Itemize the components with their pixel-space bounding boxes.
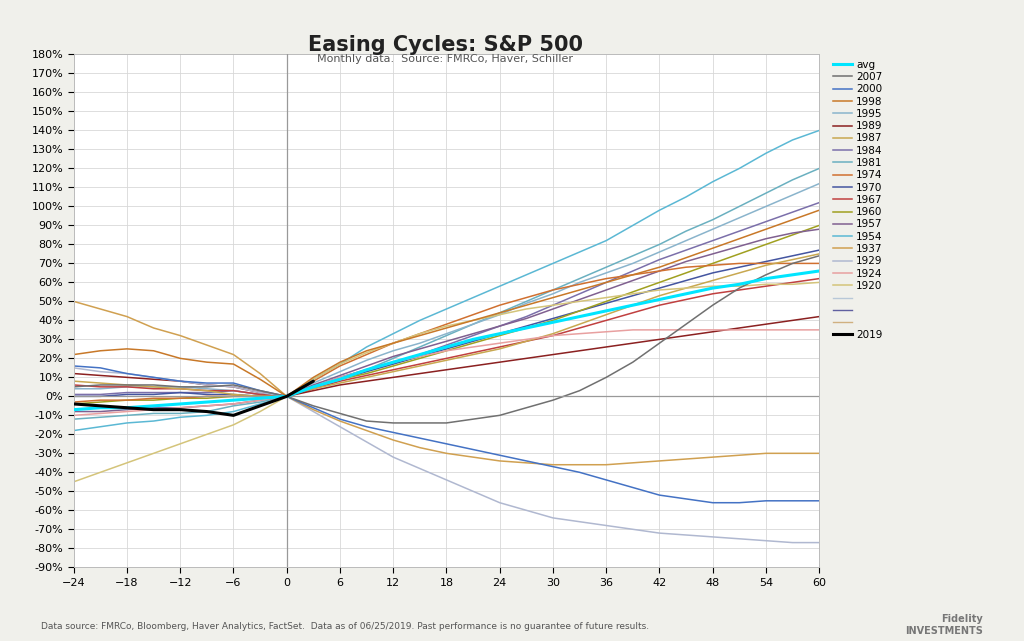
Legend: avg, 2007, 2000, 1998, 1995, 1989, 1987, 1984, 1981, 1974, 1970, 1967, 1960, 195: avg, 2007, 2000, 1998, 1995, 1989, 1987,… bbox=[834, 60, 883, 340]
Text: Easing Cycles: S&P 500: Easing Cycles: S&P 500 bbox=[308, 35, 583, 55]
Text: Monthly data.  Source: FMRCo, Haver, Schiller: Monthly data. Source: FMRCo, Haver, Schi… bbox=[317, 54, 573, 65]
Text: Fidelity
INVESTMENTS: Fidelity INVESTMENTS bbox=[905, 614, 983, 636]
Text: Data source: FMRCo, Bloomberg, Haver Analytics, FactSet.  Data as of 06/25/2019.: Data source: FMRCo, Bloomberg, Haver Ana… bbox=[41, 622, 649, 631]
